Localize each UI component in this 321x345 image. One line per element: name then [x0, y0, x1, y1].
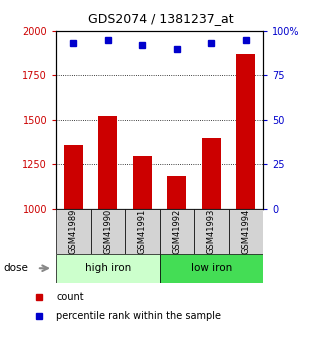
Text: GSM41989: GSM41989 — [69, 208, 78, 254]
Bar — [56, 254, 160, 283]
Bar — [91, 209, 125, 254]
Bar — [125, 209, 160, 254]
Bar — [160, 254, 263, 283]
Text: GSM41994: GSM41994 — [241, 208, 250, 254]
Text: percentile rank within the sample: percentile rank within the sample — [56, 311, 221, 321]
Text: GSM41991: GSM41991 — [138, 208, 147, 254]
Bar — [56, 209, 91, 254]
Text: count: count — [56, 292, 84, 302]
Bar — [202, 138, 221, 209]
Text: GSM41992: GSM41992 — [172, 208, 181, 254]
Text: GSM41993: GSM41993 — [207, 208, 216, 254]
Bar — [160, 209, 194, 254]
Bar — [64, 145, 83, 209]
Bar — [133, 156, 152, 209]
Bar — [168, 176, 187, 209]
Bar — [237, 54, 256, 209]
Text: high iron: high iron — [85, 263, 131, 273]
Bar — [194, 209, 229, 254]
Text: GDS2074 / 1381237_at: GDS2074 / 1381237_at — [88, 12, 233, 25]
Text: dose: dose — [3, 263, 28, 273]
Text: GSM41990: GSM41990 — [103, 208, 112, 254]
Bar — [99, 116, 117, 209]
Bar — [229, 209, 263, 254]
Text: low iron: low iron — [191, 263, 232, 273]
